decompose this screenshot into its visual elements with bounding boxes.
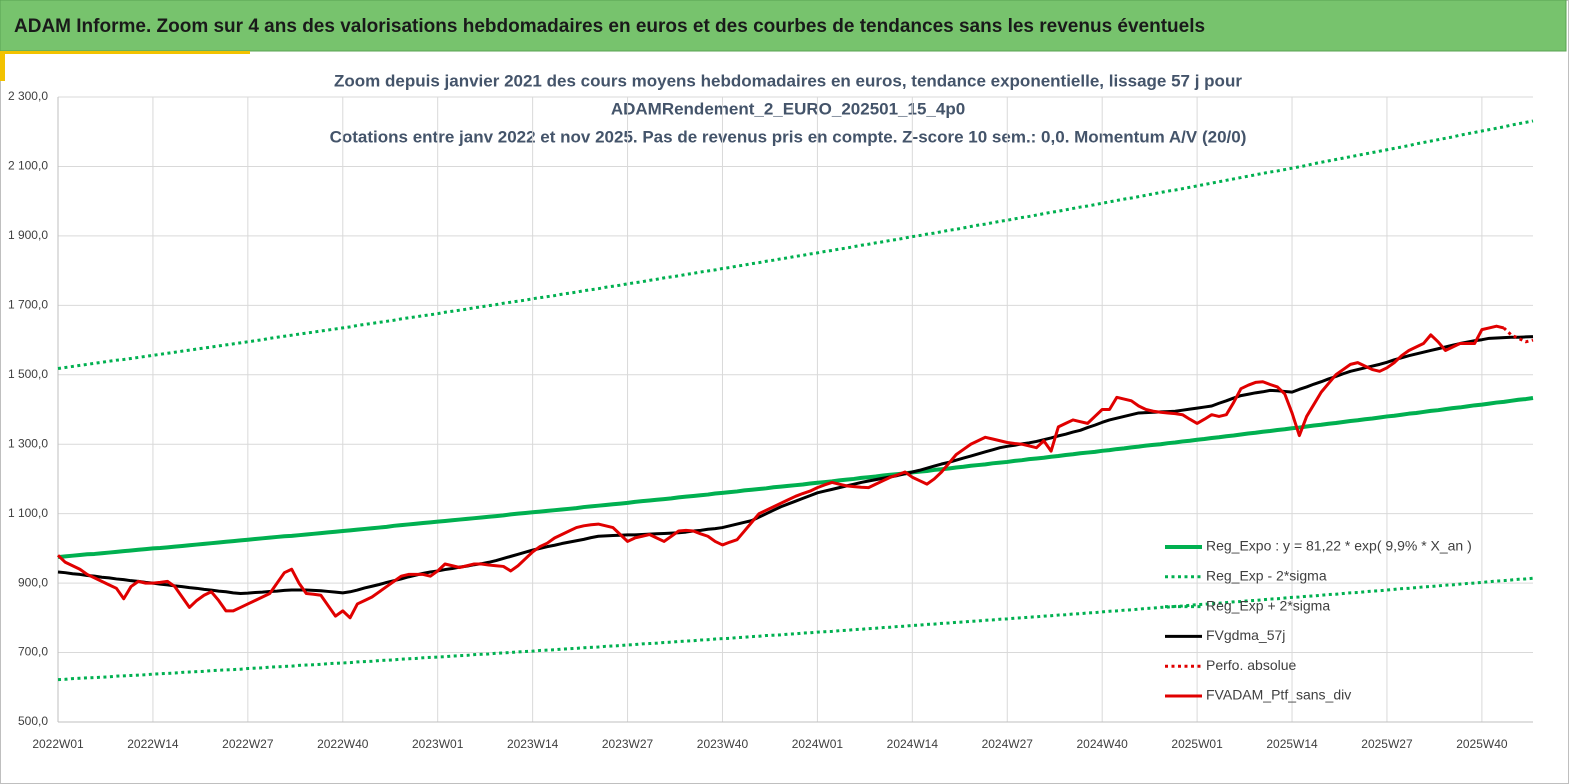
chart-title: Zoom depuis janvier 2021 des cours moyen… <box>334 71 1242 90</box>
legend-label: Reg_Exp - 2*sigma <box>1206 568 1327 584</box>
legend-label: Reg_Exp + 2*sigma <box>1206 597 1330 613</box>
y-tick-label: 900,0 <box>18 575 48 589</box>
x-tick-label: 2023W01 <box>412 737 464 751</box>
y-tick-label: 2 100,0 <box>8 159 48 173</box>
x-tick-label: 2023W40 <box>697 737 749 751</box>
banner-title: ADAM Informe. Zoom sur 4 ans des valoris… <box>14 16 1205 37</box>
banner-accent <box>0 51 250 54</box>
x-tick-label: 2024W01 <box>792 737 844 751</box>
x-tick-label: 2024W40 <box>1076 737 1128 751</box>
chart-title: ADAMRendement_2_EURO_202501_15_4p0 <box>611 99 965 118</box>
banner-accent <box>0 51 5 81</box>
x-tick-label: 2025W27 <box>1361 737 1413 751</box>
series-line <box>1502 326 1534 344</box>
y-tick-label: 1 100,0 <box>8 506 48 520</box>
y-tick-label: 2 300,0 <box>8 89 48 103</box>
banner-bg <box>0 0 1567 52</box>
series-line <box>56 324 1505 620</box>
x-tick-label: 2022W01 <box>32 737 84 751</box>
y-tick-label: 700,0 <box>18 645 48 659</box>
x-tick-label: 2025W14 <box>1266 737 1318 751</box>
y-tick-label: 1 700,0 <box>8 298 48 312</box>
x-tick-label: 2023W14 <box>507 737 559 751</box>
legend-label: FVADAM_Ptf_sans_div <box>1206 687 1351 703</box>
x-tick-label: 2025W01 <box>1171 737 1223 751</box>
y-tick-label: 1 300,0 <box>8 436 48 450</box>
legend-label: Reg_Expo : y = 81,22 * exp( 9,9% * X_an … <box>1206 538 1472 554</box>
x-tick-label: 2022W14 <box>127 737 179 751</box>
chart-title: Cotations entre janv 2022 et nov 2025. P… <box>330 127 1247 146</box>
y-tick-label: 1 900,0 <box>8 228 48 242</box>
y-tick-label: 1 500,0 <box>8 367 48 381</box>
series-line <box>57 396 1534 560</box>
y-tick-label: 500,0 <box>18 714 48 728</box>
legend-label: FVgdma_57j <box>1206 627 1285 643</box>
x-tick-label: 2024W14 <box>887 737 939 751</box>
x-tick-label: 2023W27 <box>602 737 654 751</box>
x-tick-label: 2025W40 <box>1456 737 1508 751</box>
x-tick-label: 2022W40 <box>317 737 369 751</box>
x-tick-label: 2024W27 <box>982 737 1034 751</box>
series-line <box>57 119 1534 371</box>
legend-label: Perfo. absolue <box>1206 657 1296 673</box>
x-tick-label: 2022W27 <box>222 737 274 751</box>
